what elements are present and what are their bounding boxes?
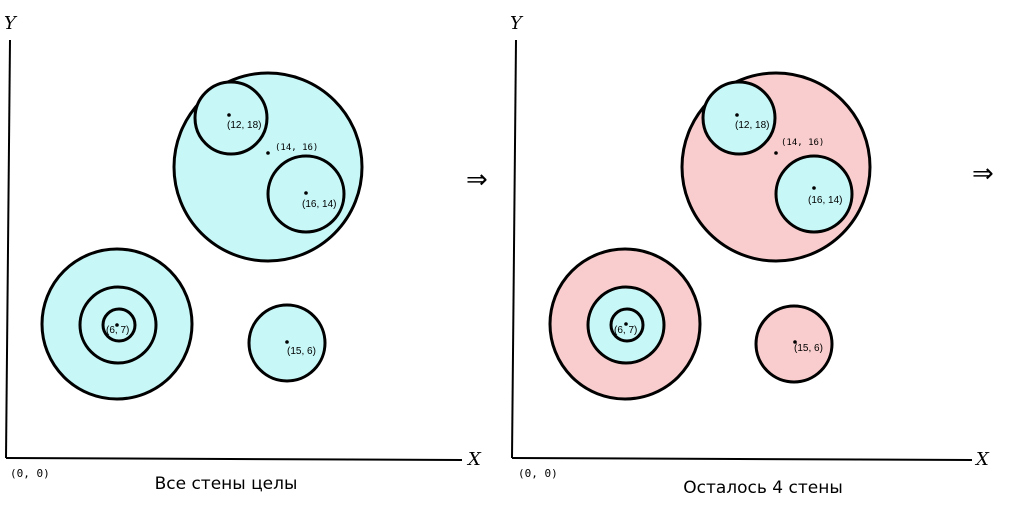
x-axis-label: X bbox=[466, 449, 482, 470]
point-label: (16, 14) bbox=[302, 199, 336, 210]
origin-label: (0, 0) bbox=[10, 467, 50, 480]
center-point bbox=[285, 340, 289, 344]
x-axis bbox=[511, 457, 973, 461]
point-label: (12, 18) bbox=[227, 120, 261, 131]
point-label: (14, 16) bbox=[275, 143, 318, 153]
point-label: (6, 7) bbox=[614, 325, 637, 336]
point-label: (14, 16) bbox=[781, 138, 824, 148]
point-label: (12, 18) bbox=[735, 120, 769, 131]
point-label: (15, 6) bbox=[794, 343, 823, 354]
center-point bbox=[227, 113, 231, 117]
y-axis-label: Y bbox=[510, 13, 524, 34]
center-point bbox=[624, 322, 628, 326]
point-label: (16, 14) bbox=[808, 195, 842, 206]
center-point bbox=[304, 191, 308, 195]
transition-arrow: ⇒ bbox=[466, 165, 488, 195]
x-axis-label: X bbox=[974, 449, 990, 470]
wall-circle bbox=[754, 304, 834, 384]
panel-1: Y X (0, 0) (12, 18) (14, 16) (16, 14) (6… bbox=[4, 13, 482, 494]
center-point bbox=[793, 340, 797, 344]
wall-circle bbox=[101, 307, 137, 343]
center-point bbox=[812, 186, 816, 190]
panel-caption: Осталось 4 стены bbox=[683, 478, 843, 498]
panel-caption: Все стены целы bbox=[155, 474, 298, 494]
center-point bbox=[774, 151, 778, 155]
y-axis bbox=[511, 39, 517, 459]
origin-label: (0, 0) bbox=[518, 467, 558, 480]
wall-circle bbox=[701, 80, 777, 156]
center-point bbox=[266, 151, 270, 155]
point-label: (15, 6) bbox=[287, 346, 316, 357]
wall-circle bbox=[193, 80, 269, 156]
center-point bbox=[115, 323, 119, 327]
x-axis bbox=[5, 457, 463, 461]
wall-circle bbox=[774, 154, 854, 234]
center-point bbox=[735, 113, 739, 117]
y-axis bbox=[5, 39, 11, 459]
y-axis-label: Y bbox=[4, 13, 18, 34]
transition-arrow: ⇒ bbox=[972, 159, 994, 189]
point-label: (6, 7) bbox=[106, 325, 129, 336]
panel-2: Y X (0, 0) (12, 18) (14, 16) (16, 14) (6… bbox=[510, 13, 990, 498]
